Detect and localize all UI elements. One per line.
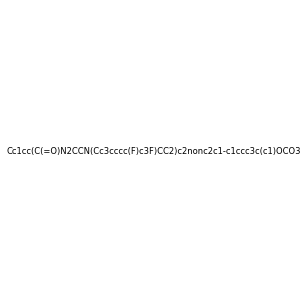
Text: Cc1cc(C(=O)N2CCN(Cc3cccc(F)c3F)CC2)c2nonc2c1-c1ccc3c(c1)OCO3: Cc1cc(C(=O)N2CCN(Cc3cccc(F)c3F)CC2)c2non…: [7, 147, 300, 156]
